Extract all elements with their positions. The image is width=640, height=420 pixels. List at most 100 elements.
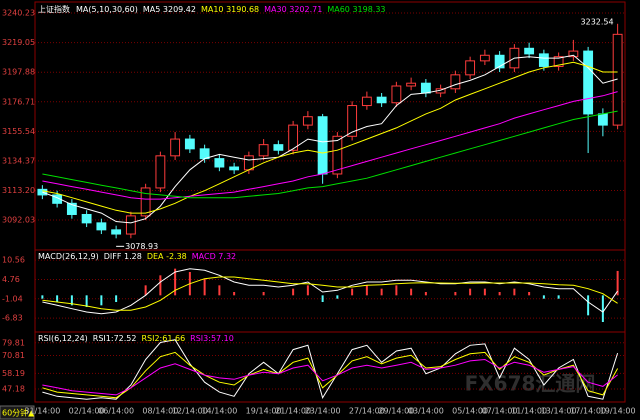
panel-title: MACD(26,12,9) — [38, 252, 99, 261]
candle-body — [583, 50, 594, 115]
candle-body — [612, 33, 623, 126]
legend-entry: MA10 3190.68 — [201, 5, 259, 14]
candle-body — [406, 82, 417, 87]
x-tick-label: 19/14:00 — [600, 407, 636, 416]
legend-entry: RSI1:72.52 — [93, 334, 137, 343]
panel-title: RSI(6,12,24) — [38, 334, 88, 343]
candle-body — [420, 82, 431, 94]
legend-entry: DEA -2.38 — [147, 252, 187, 261]
candle-body — [361, 96, 372, 107]
y-tick-label: -1.04 — [2, 294, 23, 303]
y-tick-label: 3176.71 — [2, 97, 35, 106]
line-series — [42, 276, 618, 311]
candle-body — [52, 194, 63, 204]
legend-entry: RSI2:61.66 — [141, 334, 185, 343]
candle-body — [568, 50, 579, 58]
line-series — [42, 91, 618, 200]
legend-entry: MA60 3198.33 — [327, 5, 385, 14]
candle-body — [140, 187, 151, 217]
candle-body — [479, 54, 490, 62]
candle-body — [553, 56, 564, 67]
candle-body — [391, 85, 402, 104]
line-series — [42, 351, 619, 399]
candle-body — [125, 215, 136, 235]
line-series — [42, 339, 619, 400]
y-tick-label: 3219.05 — [2, 38, 35, 47]
x-tick-label: 05/14:00 — [452, 407, 488, 416]
x-tick-label: 02/14:00 — [69, 407, 105, 416]
x-tick-label: 29/14:00 — [378, 407, 414, 416]
x-tick-label: 17/14:00 — [570, 407, 606, 416]
candle-body — [302, 116, 313, 126]
legend-entry: MACD 7.32 — [192, 252, 236, 261]
x-tick-label: 03/14:00 — [408, 407, 444, 416]
frame — [34, 1, 626, 403]
x-tick-label: 08/14:00 — [142, 407, 178, 416]
line-series — [42, 61, 618, 214]
legend-entry: RSI3:57.10 — [190, 334, 234, 343]
period-box[interactable] — [0, 405, 35, 420]
x-tick-label: 13/14:00 — [541, 407, 577, 416]
legend-entry: DIFF 1.28 — [104, 252, 142, 261]
x-tick-label: 07/14:00 — [482, 407, 518, 416]
x-tick-label: 14/14:00 — [201, 407, 237, 416]
candle-body — [214, 158, 225, 168]
line-series — [42, 358, 618, 396]
y-tick-label: 58.19 — [2, 369, 25, 378]
y-tick-label: 10.56 — [2, 256, 25, 265]
x-tick-label: 12/14:00 — [172, 407, 208, 416]
x-tick-label: 27/14:00 — [349, 407, 385, 416]
y-tick-label: -6.83 — [2, 314, 23, 323]
watermark: FX678汇通网 — [465, 372, 596, 396]
candle-body — [273, 144, 284, 151]
y-tick-label: 3240.23 — [2, 9, 35, 18]
panel-header: 上证指数 MA(5,10,30,60) MA5 3209.42 MA10 3190.6… — [38, 4, 386, 14]
candle-body — [111, 229, 122, 235]
candle-body — [258, 144, 269, 157]
x-tick-label: 31/14:00 — [24, 407, 60, 416]
x-tick-label: 23/14:00 — [305, 407, 341, 416]
legend-entry: MA5 3209.42 — [143, 5, 196, 14]
y-tick-label: 4.76 — [2, 275, 20, 284]
line-series — [42, 54, 618, 224]
y-tick-label: 3113.20 — [2, 186, 35, 195]
candle-body — [199, 148, 210, 160]
candle-body — [288, 124, 299, 151]
panel-header: MACD(26,12,9) DIFF 1.28 DEA -2.38 MACD 7.32 — [38, 252, 236, 261]
indicator: MA(5,10,30,60) — [76, 5, 138, 14]
period-label[interactable]: 60分钟▲ — [2, 408, 35, 418]
candle-body — [184, 138, 195, 150]
y-tick-label: 3134.37 — [2, 156, 35, 165]
candle-body — [81, 213, 92, 224]
candle-body — [538, 53, 549, 67]
panel-title: 上证指数 — [38, 4, 70, 14]
y-tick-label: 79.81 — [2, 338, 25, 347]
annotation: 3232.54 — [581, 17, 614, 26]
x-tick-label: 11/14:00 — [511, 407, 547, 416]
candle-body — [96, 222, 107, 231]
candle-body — [66, 202, 77, 215]
y-tick-label: 3092.03 — [2, 216, 35, 225]
candle-body — [347, 105, 358, 137]
line-series — [42, 268, 619, 315]
candle-body — [465, 60, 476, 76]
candle-body — [317, 116, 328, 175]
candle-body — [597, 113, 608, 126]
x-tick-label: 21/14:00 — [275, 407, 311, 416]
candle-body — [170, 138, 181, 157]
candle-body — [37, 188, 48, 196]
legend-entry: MA30 3202.71 — [264, 5, 322, 14]
candle-body — [332, 135, 343, 175]
y-tick-label: 3197.88 — [2, 68, 35, 77]
candle-body — [155, 155, 166, 189]
candle-body — [494, 54, 505, 69]
panel-header: RSI(6,12,24) RSI1:72.52 RSI2:61.66 RSI3:57.… — [38, 334, 234, 343]
y-tick-label: 47.18 — [2, 384, 25, 393]
candle-body — [229, 166, 240, 171]
annotation: 3078.93 — [125, 242, 158, 251]
y-tick-label: 70.81 — [2, 351, 25, 360]
y-tick-label: 3155.54 — [2, 127, 35, 136]
candle-body — [524, 47, 535, 55]
candle-body — [450, 74, 461, 90]
